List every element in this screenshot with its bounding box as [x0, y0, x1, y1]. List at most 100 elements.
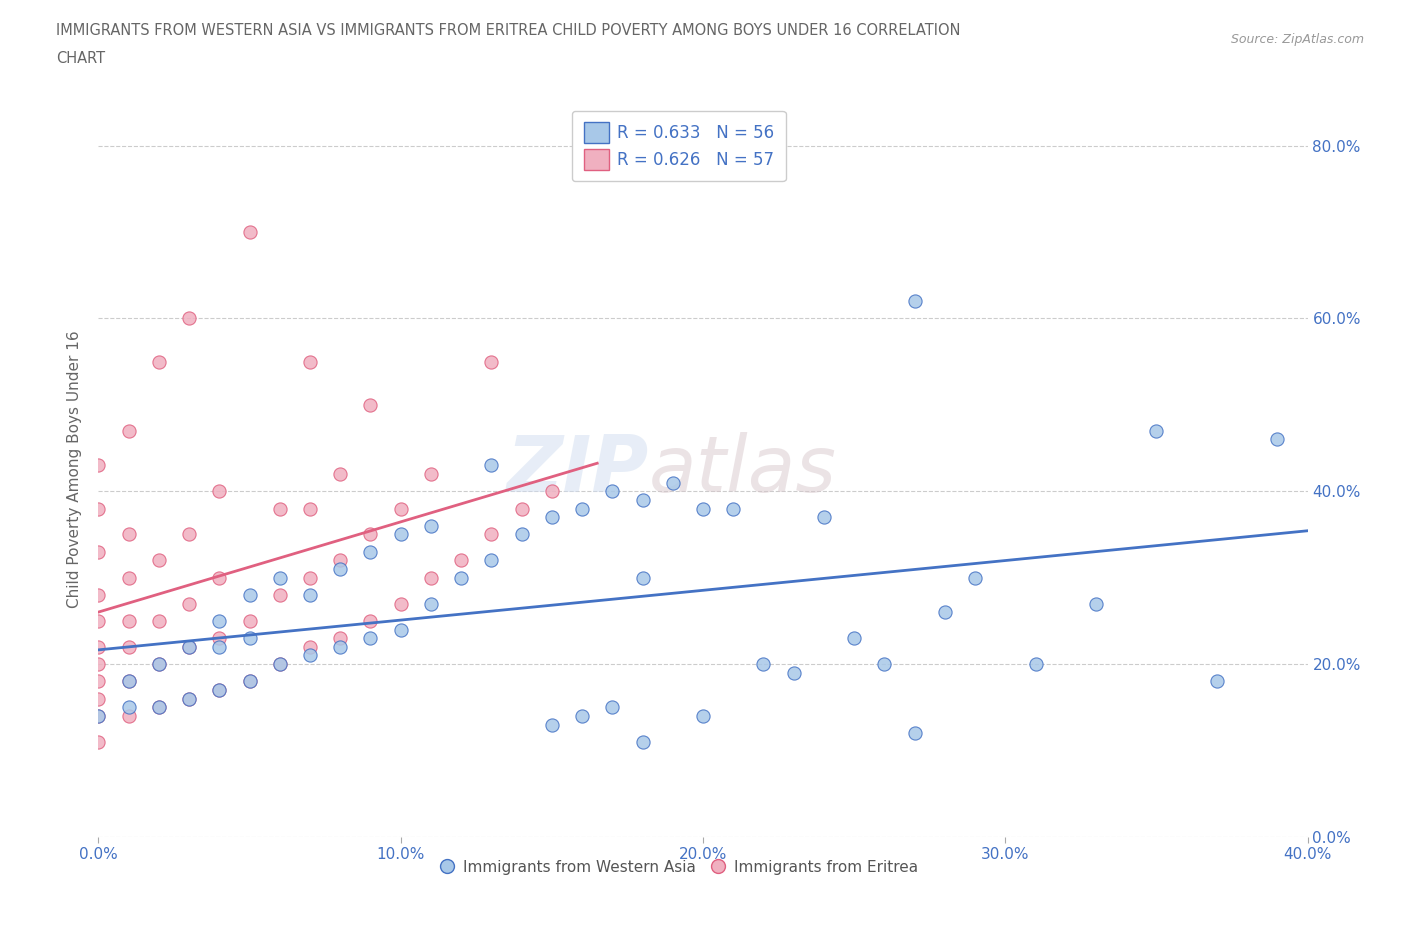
- Point: [87, 709, 110, 724]
- Point: [450, 570, 472, 585]
- Point: [179, 527, 201, 542]
- Point: [965, 570, 987, 585]
- Point: [360, 397, 382, 412]
- Point: [208, 614, 231, 629]
- Point: [87, 735, 110, 750]
- Point: [87, 709, 110, 724]
- Point: [602, 484, 624, 498]
- Point: [208, 631, 231, 645]
- Point: [208, 640, 231, 655]
- Point: [239, 224, 262, 239]
- Point: [602, 700, 624, 715]
- Point: [87, 640, 110, 655]
- Text: IMMIGRANTS FROM WESTERN ASIA VS IMMIGRANTS FROM ERITREA CHILD POVERTY AMONG BOYS: IMMIGRANTS FROM WESTERN ASIA VS IMMIGRAN…: [56, 23, 960, 38]
- Legend: Immigrants from Western Asia, Immigrants from Eritrea: Immigrants from Western Asia, Immigrants…: [433, 854, 924, 881]
- Point: [389, 622, 412, 637]
- Point: [208, 683, 231, 698]
- Point: [420, 518, 443, 533]
- Point: [1206, 674, 1229, 689]
- Point: [87, 588, 110, 603]
- Point: [481, 458, 503, 472]
- Point: [118, 614, 141, 629]
- Point: [87, 458, 110, 472]
- Point: [389, 527, 412, 542]
- Point: [239, 674, 262, 689]
- Point: [239, 674, 262, 689]
- Point: [360, 614, 382, 629]
- Point: [1144, 423, 1167, 438]
- Point: [269, 501, 291, 516]
- Point: [420, 596, 443, 611]
- Point: [299, 570, 322, 585]
- Point: [481, 354, 503, 369]
- Point: [389, 501, 412, 516]
- Point: [481, 553, 503, 568]
- Point: [299, 501, 322, 516]
- Point: [87, 657, 110, 671]
- Point: [1024, 657, 1046, 671]
- Point: [329, 467, 352, 482]
- Point: [360, 544, 382, 559]
- Point: [389, 596, 412, 611]
- Point: [87, 614, 110, 629]
- Point: [269, 657, 291, 671]
- Point: [208, 484, 231, 498]
- Point: [148, 700, 170, 715]
- Point: [783, 665, 806, 680]
- Point: [631, 493, 654, 508]
- Point: [510, 527, 533, 542]
- Point: [631, 735, 654, 750]
- Point: [148, 700, 170, 715]
- Point: [118, 700, 141, 715]
- Point: [329, 553, 352, 568]
- Point: [571, 709, 593, 724]
- Text: CHART: CHART: [56, 51, 105, 66]
- Point: [148, 657, 170, 671]
- Text: Source: ZipAtlas.com: Source: ZipAtlas.com: [1230, 33, 1364, 46]
- Point: [420, 467, 443, 482]
- Point: [904, 725, 927, 740]
- Point: [239, 614, 262, 629]
- Point: [179, 311, 201, 325]
- Point: [118, 640, 141, 655]
- Point: [571, 501, 593, 516]
- Point: [540, 717, 562, 732]
- Point: [540, 510, 562, 525]
- Point: [752, 657, 775, 671]
- Point: [299, 354, 322, 369]
- Point: [661, 475, 683, 490]
- Point: [723, 501, 745, 516]
- Point: [904, 294, 927, 309]
- Point: [87, 501, 110, 516]
- Point: [481, 527, 503, 542]
- Point: [1085, 596, 1108, 611]
- Point: [148, 553, 170, 568]
- Point: [299, 640, 322, 655]
- Point: [118, 674, 141, 689]
- Point: [118, 674, 141, 689]
- Point: [179, 640, 201, 655]
- Point: [87, 691, 110, 706]
- Point: [208, 570, 231, 585]
- Point: [118, 570, 141, 585]
- Point: [269, 657, 291, 671]
- Point: [118, 527, 141, 542]
- Point: [329, 640, 352, 655]
- Point: [360, 527, 382, 542]
- Point: [148, 614, 170, 629]
- Point: [179, 691, 201, 706]
- Point: [631, 570, 654, 585]
- Point: [1267, 432, 1289, 446]
- Point: [87, 674, 110, 689]
- Text: ZIP: ZIP: [506, 432, 648, 508]
- Point: [87, 544, 110, 559]
- Point: [179, 640, 201, 655]
- Text: atlas: atlas: [648, 432, 837, 508]
- Point: [118, 423, 141, 438]
- Point: [269, 570, 291, 585]
- Point: [692, 501, 714, 516]
- Point: [360, 631, 382, 645]
- Point: [873, 657, 896, 671]
- Point: [813, 510, 835, 525]
- Point: [329, 562, 352, 577]
